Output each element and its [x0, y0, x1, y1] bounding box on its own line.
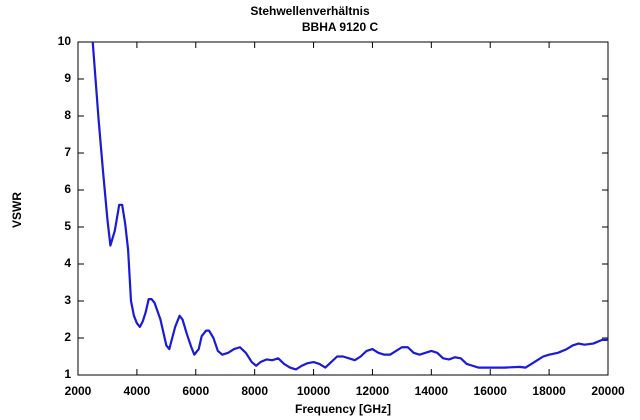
y-tick-label: 10 — [58, 34, 72, 48]
x-tick-label: 2000 — [65, 384, 92, 398]
x-tick-label: 8000 — [241, 384, 268, 398]
chart-title: Stehwellenverhältnis — [250, 4, 370, 18]
y-tick-label: 6 — [64, 182, 71, 196]
y-tick-label: 5 — [64, 219, 71, 233]
y-tick-label: 7 — [64, 145, 71, 159]
line-series — [91, 41, 608, 371]
chart-subtitle: BBHA 9120 C — [302, 20, 379, 34]
x-tick-label: 14000 — [415, 384, 449, 398]
x-tick-label: 20000 — [591, 384, 625, 398]
x-tick-label: 10000 — [297, 384, 331, 398]
y-tick-label: 2 — [64, 330, 71, 344]
x-tick-label: 16000 — [474, 384, 508, 398]
y-tick-label: 8 — [64, 108, 71, 122]
x-tick-label: 4000 — [124, 384, 151, 398]
y-axis-label: VSWR — [10, 192, 24, 228]
y-tick-label: 3 — [64, 293, 71, 307]
x-tick-label: 12000 — [356, 384, 390, 398]
x-tick-label: 18000 — [532, 384, 566, 398]
y-tick-label: 9 — [64, 71, 71, 85]
x-axis-label: Frequency [GHz] — [295, 402, 391, 416]
plot-frame — [77, 41, 609, 376]
y-tick-label: 1 — [64, 367, 71, 381]
y-tick-label: 4 — [64, 256, 71, 270]
x-tick-label: 6000 — [182, 384, 209, 398]
